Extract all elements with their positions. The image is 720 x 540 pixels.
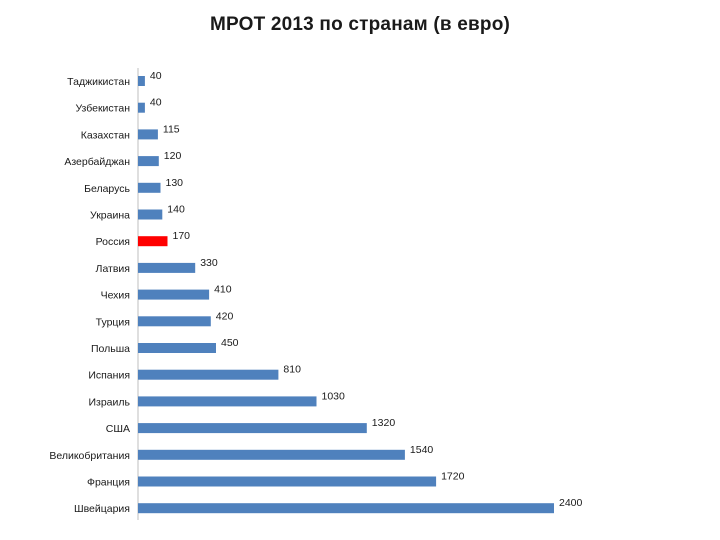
- value-label: 40: [150, 70, 162, 82]
- bars-group: [138, 76, 554, 514]
- value-label: 1540: [410, 444, 434, 456]
- value-label: 330: [200, 257, 218, 269]
- category-label: Турция: [96, 316, 130, 328]
- value-label: 1320: [372, 417, 396, 429]
- category-labels-group: Таджикистан Узбекистан Казахстан Азербайджа…: [49, 76, 130, 515]
- bar-7: [138, 236, 168, 247]
- bar-17: [138, 503, 554, 514]
- value-label: 410: [214, 284, 232, 296]
- bar-9: [138, 289, 210, 300]
- category-label: Беларусь: [84, 183, 130, 195]
- bar-4: [138, 156, 159, 167]
- bar-8: [138, 262, 196, 273]
- bar-13: [138, 396, 317, 407]
- value-label: 2400: [559, 497, 583, 509]
- category-label: Россия: [96, 236, 130, 248]
- value-label: 140: [167, 204, 185, 216]
- value-labels-group: 40 40 115 120 130 140 170 330 410 420 450 810 1030 13…: [150, 70, 583, 509]
- category-label: Азербайджан: [64, 156, 130, 168]
- category-label: Чехия: [101, 290, 130, 302]
- category-label: Польша: [91, 343, 130, 355]
- value-label: 420: [216, 310, 234, 322]
- category-label: Украина: [90, 210, 130, 222]
- category-label: Казахстан: [81, 129, 130, 141]
- value-label: 1720: [441, 471, 465, 483]
- value-label: 450: [221, 337, 239, 349]
- category-label: Швейцария: [74, 503, 130, 515]
- bar-10: [138, 316, 211, 327]
- category-label: Таджикистан: [67, 76, 130, 88]
- category-label: Израиль: [88, 396, 130, 408]
- value-label: 115: [163, 123, 180, 135]
- bar-11: [138, 343, 216, 353]
- value-label: 1030: [322, 390, 346, 402]
- category-label: Узбекистан: [75, 103, 130, 115]
- bar-1: [138, 76, 145, 86]
- value-label: 810: [283, 364, 301, 376]
- value-label: 130: [166, 177, 184, 189]
- category-label: Великобритания: [49, 450, 130, 462]
- category-label: Латвия: [96, 263, 130, 275]
- bar-3: [138, 129, 158, 140]
- category-label: США: [106, 423, 130, 435]
- category-label: Франция: [87, 477, 130, 489]
- bar-6: [138, 209, 163, 220]
- bar-2: [138, 102, 145, 113]
- bar-12: [138, 369, 279, 380]
- value-label: 120: [164, 150, 182, 162]
- chart-title: МРОТ 2013 по странам (в евро): [209, 14, 511, 35]
- bar-5: [138, 182, 161, 193]
- bar-14: [138, 423, 367, 434]
- bar-15: [138, 449, 405, 460]
- value-label: 40: [150, 97, 162, 109]
- category-label: Испания: [88, 370, 130, 382]
- bar-16: [138, 476, 437, 487]
- value-label: 170: [173, 230, 191, 242]
